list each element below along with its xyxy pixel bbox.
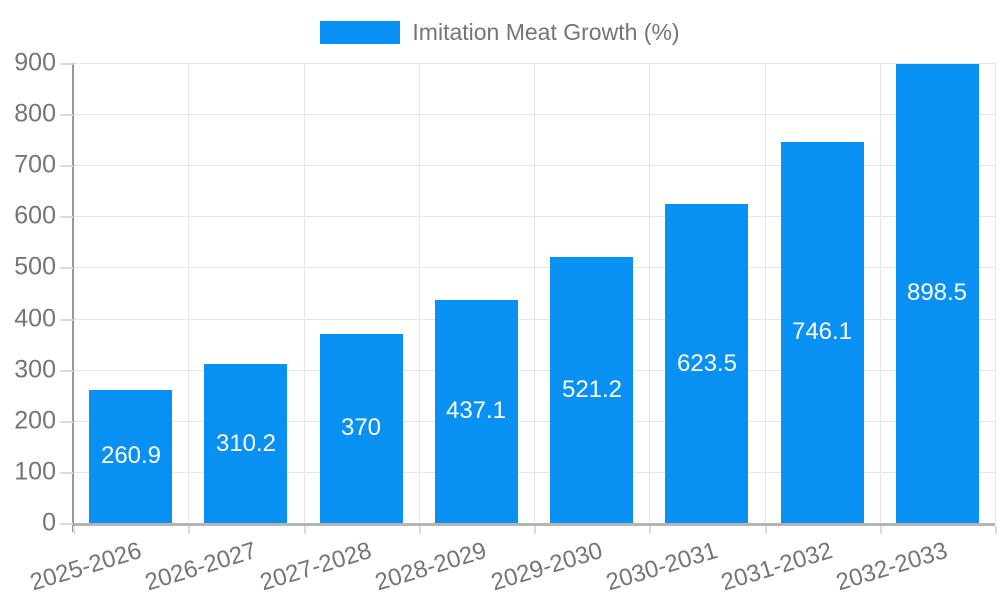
x-axis-tick [534,526,536,534]
x-axis-line [73,523,995,526]
bar[interactable] [665,204,748,523]
y-axis-tick-label: 600 [14,201,56,230]
y-axis-line [72,63,74,532]
x-axis-tick [995,526,997,534]
y-axis-tick [60,472,73,474]
bar[interactable] [89,390,172,523]
x-axis-tick [880,526,882,534]
y-axis-tick-label: 800 [14,99,56,128]
bar-value-label: 370 [340,414,382,441]
x-axis-tick [304,526,306,534]
x-axis-tick [419,526,421,534]
legend-label: Imitation Meat Growth (%) [412,18,680,45]
y-axis-tick [60,319,73,321]
x-axis-tick-label: 2030-2031 [603,537,721,597]
y-axis-tick-label: 500 [14,252,56,281]
gridline-vertical [304,63,305,523]
bar[interactable] [550,257,633,523]
bar-value-label: 260.9 [100,442,162,469]
y-axis-tick [60,216,73,218]
gridline-vertical [419,63,420,523]
y-axis-tick-label: 700 [14,150,56,179]
bar[interactable] [435,300,518,523]
x-axis-tick [188,526,190,534]
bar-value-label: 746.1 [791,318,853,345]
y-axis-tick [60,63,73,65]
gridline-vertical [765,63,766,523]
x-axis-tick-label: 2028-2029 [372,537,490,597]
y-axis-tick [60,523,73,525]
gridline-vertical [995,63,996,523]
x-axis-tick-label: 2026-2027 [142,537,260,597]
y-axis-tick-label: 100 [14,457,56,486]
legend-swatch-icon [320,20,401,44]
x-axis-tick-label: 2025-2026 [27,537,145,597]
bar[interactable] [320,334,403,523]
gridline-vertical [649,63,650,523]
y-axis-tick-label: 200 [14,406,56,435]
y-axis-tick-label: 400 [14,304,56,333]
x-axis-tick-label: 2029-2030 [488,537,606,597]
y-axis-tick [60,267,73,269]
x-axis-tick [649,526,651,534]
bar[interactable] [896,64,979,523]
x-axis-tick-label: 2032-2033 [833,537,951,597]
x-axis-tick-label: 2027-2028 [257,537,375,597]
x-axis-tick-label: 2031-2032 [718,537,836,597]
bar-value-label: 623.5 [676,350,738,377]
bar[interactable] [781,142,864,523]
y-axis-tick-label: 0 [42,508,56,537]
y-axis-tick-label: 900 [14,48,56,77]
gridline-vertical [880,63,881,523]
gridline-vertical [188,63,189,523]
bar[interactable] [204,364,287,523]
legend-item[interactable]: Imitation Meat Growth (%) [0,17,1000,47]
bar-value-label: 437.1 [445,397,507,424]
bar-value-label: 521.2 [561,376,623,403]
bar-value-label: 898.5 [906,279,968,306]
y-axis-tick-label: 300 [14,355,56,384]
y-axis-tick [60,370,73,372]
x-axis-tick [765,526,767,534]
y-axis-tick [60,114,73,116]
y-axis-tick [60,421,73,423]
bar-value-label: 310.2 [215,430,277,457]
gridline-vertical [534,63,535,523]
x-axis-tick [73,526,75,534]
y-axis-tick [60,165,73,167]
